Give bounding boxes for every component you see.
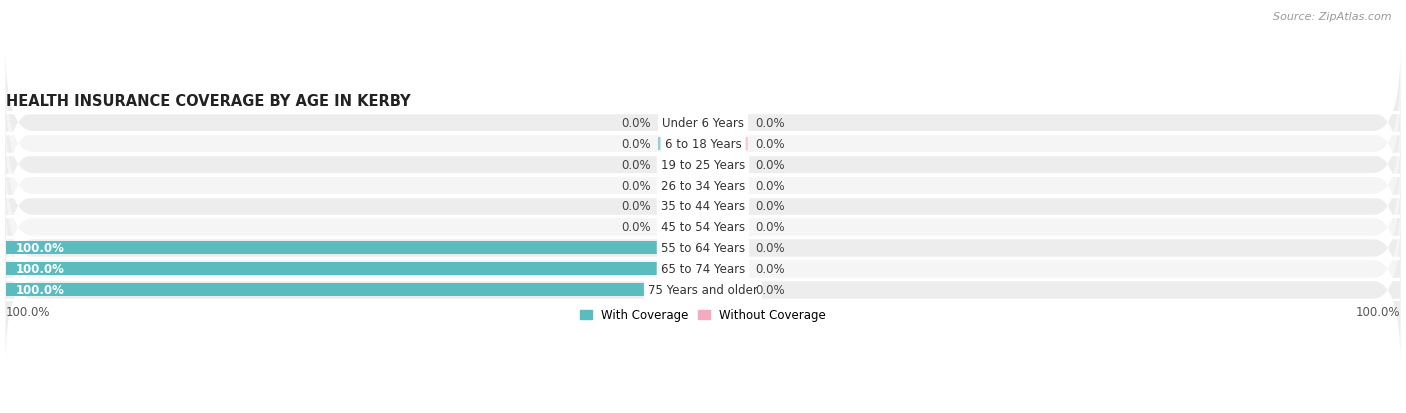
- FancyBboxPatch shape: [6, 195, 1400, 344]
- Bar: [658, 137, 703, 150]
- Bar: [703, 179, 748, 192]
- Bar: [658, 221, 703, 234]
- Bar: [703, 263, 748, 276]
- Bar: [703, 137, 748, 150]
- Text: 19 to 25 Years: 19 to 25 Years: [661, 158, 745, 171]
- Text: 0.0%: 0.0%: [621, 221, 651, 234]
- Text: 0.0%: 0.0%: [621, 200, 651, 213]
- FancyBboxPatch shape: [6, 111, 1400, 261]
- FancyBboxPatch shape: [6, 132, 1400, 281]
- Text: 0.0%: 0.0%: [755, 158, 785, 171]
- Text: 0.0%: 0.0%: [621, 116, 651, 129]
- Text: 0.0%: 0.0%: [755, 116, 785, 129]
- Bar: [6, 263, 703, 276]
- FancyBboxPatch shape: [6, 69, 1400, 218]
- Text: 0.0%: 0.0%: [755, 284, 785, 297]
- Text: 0.0%: 0.0%: [621, 179, 651, 192]
- Bar: [6, 284, 703, 297]
- Text: 0.0%: 0.0%: [755, 242, 785, 255]
- Text: 100.0%: 100.0%: [6, 305, 51, 318]
- Bar: [703, 116, 748, 129]
- Text: 45 to 54 Years: 45 to 54 Years: [661, 221, 745, 234]
- Text: 35 to 44 Years: 35 to 44 Years: [661, 200, 745, 213]
- Text: HEALTH INSURANCE COVERAGE BY AGE IN KERBY: HEALTH INSURANCE COVERAGE BY AGE IN KERB…: [6, 94, 411, 109]
- Bar: [703, 242, 748, 255]
- Text: 0.0%: 0.0%: [755, 221, 785, 234]
- Text: 0.0%: 0.0%: [755, 200, 785, 213]
- Bar: [6, 242, 703, 255]
- Bar: [703, 158, 748, 171]
- FancyBboxPatch shape: [6, 216, 1400, 365]
- Legend: With Coverage, Without Coverage: With Coverage, Without Coverage: [575, 304, 831, 326]
- Text: 100.0%: 100.0%: [1355, 305, 1400, 318]
- Text: 100.0%: 100.0%: [15, 263, 65, 276]
- Text: 100.0%: 100.0%: [15, 284, 65, 297]
- FancyBboxPatch shape: [6, 48, 1400, 197]
- Bar: [658, 200, 703, 213]
- Text: 0.0%: 0.0%: [621, 137, 651, 150]
- Bar: [703, 200, 748, 213]
- Bar: [703, 221, 748, 234]
- FancyBboxPatch shape: [6, 173, 1400, 323]
- Bar: [658, 158, 703, 171]
- Text: 75 Years and older: 75 Years and older: [648, 284, 758, 297]
- Text: 0.0%: 0.0%: [621, 158, 651, 171]
- Bar: [658, 116, 703, 129]
- Text: 6 to 18 Years: 6 to 18 Years: [665, 137, 741, 150]
- FancyBboxPatch shape: [6, 90, 1400, 240]
- Text: 55 to 64 Years: 55 to 64 Years: [661, 242, 745, 255]
- FancyBboxPatch shape: [6, 152, 1400, 302]
- Text: 65 to 74 Years: 65 to 74 Years: [661, 263, 745, 276]
- Text: 100.0%: 100.0%: [15, 242, 65, 255]
- Bar: [703, 284, 748, 297]
- Text: Under 6 Years: Under 6 Years: [662, 116, 744, 129]
- Text: Source: ZipAtlas.com: Source: ZipAtlas.com: [1274, 12, 1392, 22]
- Text: 0.0%: 0.0%: [755, 179, 785, 192]
- Text: 26 to 34 Years: 26 to 34 Years: [661, 179, 745, 192]
- Text: 0.0%: 0.0%: [755, 263, 785, 276]
- Text: 0.0%: 0.0%: [755, 137, 785, 150]
- Bar: [658, 179, 703, 192]
